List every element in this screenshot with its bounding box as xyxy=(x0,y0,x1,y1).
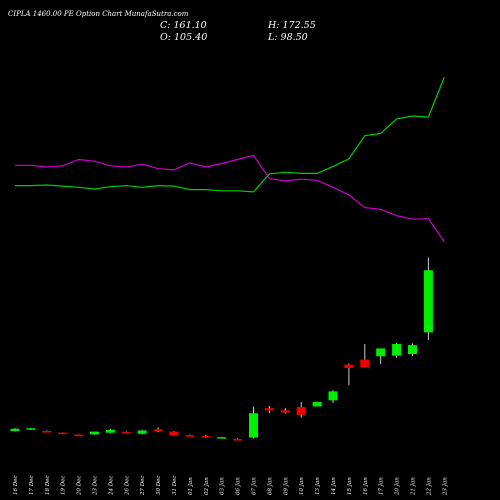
x-tick-label: 17 Jan xyxy=(379,477,385,495)
indicator-line-2 xyxy=(15,154,445,243)
candle-body xyxy=(217,437,227,439)
x-tick-label: 13 Jan xyxy=(315,477,321,495)
candle-body xyxy=(90,431,99,435)
x-tick-label: 27 Dec xyxy=(140,476,146,497)
candle xyxy=(423,257,433,341)
x-tick-label: 20 Dec xyxy=(77,476,83,497)
x-tick-label: 06 Jan xyxy=(236,477,242,495)
candle xyxy=(264,405,274,414)
candle xyxy=(360,343,370,368)
high-value: H: 172.55 xyxy=(267,20,316,31)
candle-body xyxy=(10,428,20,432)
candle xyxy=(137,430,147,435)
low-value: L: 98.50 xyxy=(267,32,308,43)
candle-body xyxy=(58,432,68,435)
candle-body xyxy=(42,431,52,433)
candle-body xyxy=(328,391,338,401)
candle-body xyxy=(344,364,354,368)
candle-body xyxy=(408,345,417,355)
indicator-line-1 xyxy=(15,76,445,193)
x-tick-label: 01 Jan xyxy=(188,477,194,495)
candles xyxy=(10,257,433,441)
x-tick-label: 24 Dec xyxy=(108,476,114,497)
candle xyxy=(105,428,115,434)
x-tick-label: 30 Dec xyxy=(156,476,162,496)
candle xyxy=(26,427,36,430)
candle-body xyxy=(185,435,195,437)
candle-body xyxy=(105,429,115,433)
candle xyxy=(217,436,227,439)
candle xyxy=(153,427,163,433)
candle xyxy=(376,348,386,365)
candle-body xyxy=(201,436,211,438)
x-tick-label: 10 Jan xyxy=(299,477,305,495)
x-tick-label: 18 Dec xyxy=(45,476,51,496)
candle xyxy=(10,427,20,432)
candle-body xyxy=(423,270,433,333)
candle xyxy=(392,342,402,358)
candle xyxy=(201,434,211,438)
x-tick-label: 31 Dec xyxy=(172,476,178,496)
candle xyxy=(169,431,179,436)
candle xyxy=(312,401,322,407)
indicator-lines xyxy=(15,76,445,243)
candle xyxy=(90,431,99,435)
candle xyxy=(328,390,338,404)
candle xyxy=(296,402,306,418)
x-tick-label: 16 Jan xyxy=(363,477,369,495)
candle-body xyxy=(296,407,306,415)
x-tick-label: 14 Jan xyxy=(331,477,337,495)
candle xyxy=(344,363,354,386)
candle-body xyxy=(74,434,84,437)
candle xyxy=(280,408,290,414)
candle-body xyxy=(280,410,290,413)
candle-body xyxy=(169,431,179,436)
candle-body xyxy=(264,408,274,411)
candle-body xyxy=(312,402,322,407)
candle-body xyxy=(121,432,131,434)
candle-body xyxy=(392,343,402,356)
candle-body xyxy=(233,439,243,441)
x-tick-label: 19 Dec xyxy=(61,476,67,496)
candle-body xyxy=(26,428,36,430)
candle-body xyxy=(153,429,163,432)
x-tick-label: 07 Jan xyxy=(252,477,258,495)
x-tick-label: 23 Jan xyxy=(442,477,448,496)
x-tick-label: 02 Jan xyxy=(204,477,210,495)
candle xyxy=(249,406,258,439)
candle xyxy=(185,434,195,437)
candle-body xyxy=(249,413,258,438)
x-tick-label: 03 Jan xyxy=(220,477,226,495)
x-tick-label: 26 Dec xyxy=(124,476,130,497)
candle xyxy=(74,434,84,437)
x-tick-label: 22 Jan xyxy=(426,477,432,496)
candle-body xyxy=(137,430,147,434)
candle-body xyxy=(376,348,386,357)
x-tick-label: 23 Dec xyxy=(93,476,99,497)
close-value: C: 161.10 xyxy=(160,20,207,31)
x-tick-label: 15 Jan xyxy=(347,477,353,495)
open-value: O: 105.40 xyxy=(160,32,207,43)
x-tick-label: 17 Dec xyxy=(29,476,35,496)
x-tick-label: 20 Jan xyxy=(395,477,401,496)
candle-body xyxy=(360,359,370,368)
x-tick-label: 09 Jan xyxy=(283,477,289,495)
chart-title: CIPLA 1460.00 PE Option Chart MunafaSutr… xyxy=(8,10,189,18)
candle xyxy=(42,430,52,433)
candle xyxy=(233,438,243,441)
candle xyxy=(408,343,417,357)
candle xyxy=(121,431,131,434)
candle xyxy=(58,432,68,435)
x-tick-label: 08 Jan xyxy=(267,477,273,495)
x-tick-label: 21 Jan xyxy=(411,477,417,496)
x-axis-ticks: 16 Dec 17 Dec 18 Dec 19 Dec 20 Dec 23 Dec 24 D… xyxy=(13,476,448,497)
x-tick-label: 16 Dec xyxy=(13,476,19,496)
